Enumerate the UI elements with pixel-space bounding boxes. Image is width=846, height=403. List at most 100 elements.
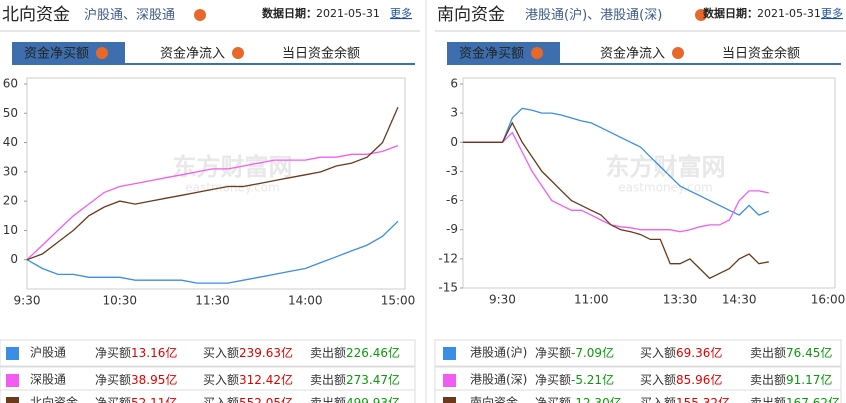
x-tick-label: 13:30 [663, 293, 698, 307]
series-line [463, 131, 769, 233]
plot-frame [26, 77, 406, 290]
cell-label: 买入额 [203, 346, 239, 360]
series-line [463, 107, 770, 216]
x-tick-label: 16:00 [811, 293, 846, 307]
tab[interactable]: 资金净买额 [24, 46, 89, 62]
y-tick-label: -9 [446, 222, 458, 236]
row-name: 港股通(沪) [470, 346, 527, 360]
subtitle: 港股通(沪)、港股通(深) [525, 7, 662, 23]
cell-label: 卖出额 [310, 373, 346, 387]
cell-label: 卖出额 [750, 396, 786, 403]
table-cell: 买入额85.96亿 [640, 372, 722, 387]
tab[interactable]: 资金净流入 [600, 46, 665, 62]
cell-value: 239.63 [239, 346, 281, 360]
legend-swatch [443, 347, 456, 360]
y-tick-label: 0 [10, 252, 18, 266]
cell-label: 净买额 [535, 346, 571, 360]
table-row [0, 339, 416, 367]
legend-swatch [443, 397, 456, 403]
cell-label: 卖出额 [750, 373, 786, 387]
table-cell: 卖出额273.47亿 [310, 372, 400, 387]
row-name: 南向资金 [470, 395, 518, 403]
cell-unit: 亿 [388, 345, 400, 360]
cell-unit: 亿 [820, 345, 832, 360]
cell-unit: 亿 [610, 395, 622, 403]
cell-value: -5.21 [571, 373, 602, 387]
tab-active-bg[interactable] [447, 42, 560, 64]
watermark: 东方财富网 [606, 153, 726, 181]
tab[interactable]: 资金净买额 [459, 46, 524, 62]
y-tick-label: 6 [450, 77, 458, 91]
help-icon[interactable] [232, 47, 244, 59]
help-icon[interactable] [531, 47, 543, 59]
cell-value: 69.36 [676, 346, 710, 360]
more-link[interactable]: 更多 [821, 6, 843, 20]
cell-unit: 亿 [388, 395, 400, 403]
series-line [26, 220, 399, 284]
row-name: 深股通 [30, 373, 66, 387]
date-label: 数据日期： [262, 6, 317, 20]
y-tick-label: -15 [438, 281, 458, 295]
table-row [434, 389, 842, 403]
cell-value: -7.09 [571, 346, 602, 360]
more-link[interactable]: 更多 [390, 6, 412, 20]
help-icon[interactable] [96, 47, 108, 59]
date: 2021-05-31 [316, 7, 380, 20]
tab-active-bg[interactable] [12, 42, 125, 64]
cell-value: 38.95 [131, 373, 165, 387]
watermark: eastmoney.com [618, 181, 713, 195]
panel-title: 北向资金 [2, 5, 70, 25]
help-icon[interactable] [695, 9, 707, 21]
series-line [463, 121, 769, 280]
cell-value: 85.96 [676, 373, 710, 387]
y-tick-label: 30 [3, 164, 18, 178]
cell-value: 13.16 [131, 346, 165, 360]
panel-title: 南向资金 [437, 5, 505, 25]
table-cell: 净买额-7.09亿 [535, 345, 614, 360]
subtitle-text: 港股通(沪)、港股通(深) [525, 7, 662, 23]
table-cell: 卖出额167.62亿 [750, 395, 840, 403]
cell-label: 买入额 [203, 373, 239, 387]
cell-value: -12.30 [571, 396, 610, 403]
tab[interactable]: 资金净流入 [160, 46, 225, 62]
table-cell: 净买额52.11亿 [95, 395, 177, 403]
x-tick-label: 9:30 [489, 293, 516, 307]
y-tick-label: 20 [3, 194, 18, 208]
date: 2021-05-31 [757, 7, 821, 20]
cell-unit: 亿 [165, 345, 177, 360]
y-tick-label: 50 [3, 106, 18, 120]
cell-unit: 亿 [165, 395, 177, 403]
cell-unit: 亿 [602, 345, 614, 360]
y-tick-label: 40 [3, 135, 18, 149]
cell-value: 76.45 [786, 346, 820, 360]
table-cell: 卖出额226.46亿 [310, 345, 400, 360]
y-tick-label: -6 [446, 193, 458, 207]
cell-value: 499.93 [346, 396, 388, 403]
table-cell: 买入额239.63亿 [203, 345, 293, 360]
cell-label: 买入额 [640, 346, 676, 360]
cell-value: 226.46 [346, 346, 388, 360]
cell-label: 卖出额 [310, 396, 346, 403]
cell-label: 卖出额 [310, 346, 346, 360]
series-line [26, 144, 399, 261]
cell-label: 买入额 [640, 373, 676, 387]
help-icon[interactable] [194, 9, 206, 21]
help-icon[interactable] [672, 47, 684, 59]
cell-unit: 亿 [281, 345, 293, 360]
subtitle-text: 沪股通、深股通 [84, 7, 175, 23]
y-tick-label: -3 [446, 164, 458, 178]
cell-label: 净买额 [95, 373, 131, 387]
y-tick-label: 60 [3, 77, 18, 91]
x-tick-label: 15:00 [381, 294, 416, 308]
table-cell: 买入额69.36亿 [640, 345, 722, 360]
table-cell: 买入额552.05亿 [203, 395, 293, 403]
cell-label: 净买额 [535, 373, 571, 387]
tab[interactable]: 当日资金余额 [722, 46, 800, 62]
tab[interactable]: 当日资金余额 [282, 46, 360, 62]
cell-unit: 亿 [710, 372, 722, 387]
cell-unit: 亿 [281, 372, 293, 387]
cell-unit: 亿 [820, 372, 832, 387]
y-tick-label: 0 [450, 135, 458, 149]
cell-value: 167.62 [786, 396, 828, 403]
